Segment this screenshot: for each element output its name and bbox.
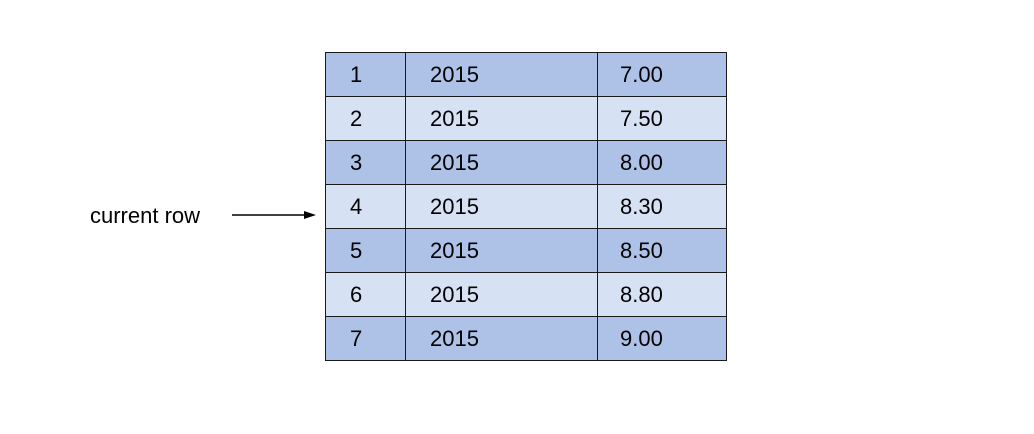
- table-row: 2 2015 7.50: [325, 96, 727, 141]
- row-id-cell: 7: [325, 316, 406, 361]
- value-cell: 8.00: [597, 140, 727, 185]
- table-row-current: 4 2015 8.30: [325, 184, 727, 229]
- row-id-cell: 3: [325, 140, 406, 185]
- table-row: 6 2015 8.80: [325, 272, 727, 317]
- value-cell: 8.50: [597, 228, 727, 273]
- pointer-arrow: [232, 211, 316, 219]
- value-cell: 8.80: [597, 272, 727, 317]
- year-cell: 2015: [405, 184, 598, 229]
- table-row: 7 2015 9.00: [325, 316, 727, 361]
- row-id-cell: 2: [325, 96, 406, 141]
- value-cell: 7.50: [597, 96, 727, 141]
- pointer-label: current row: [90, 203, 201, 228]
- year-cell: 2015: [405, 96, 598, 141]
- year-cell: 2015: [405, 140, 598, 185]
- year-cell: 2015: [405, 272, 598, 317]
- value-cell: 8.30: [597, 184, 727, 229]
- table-row: 1 2015 7.00: [325, 52, 727, 97]
- table-row: 3 2015 8.00: [325, 140, 727, 185]
- year-cell: 2015: [405, 316, 598, 361]
- row-id-cell: 4: [325, 184, 406, 229]
- value-cell: 7.00: [597, 52, 727, 97]
- row-id-cell: 5: [325, 228, 406, 273]
- data-table: 1 2015 7.00 2 2015 7.50 3 2015 8.00 4 20…: [325, 52, 727, 361]
- value-cell: 9.00: [597, 316, 727, 361]
- table-row: 5 2015 8.50: [325, 228, 727, 273]
- row-id-cell: 1: [325, 52, 406, 97]
- row-id-cell: 6: [325, 272, 406, 317]
- year-cell: 2015: [405, 228, 598, 273]
- year-cell: 2015: [405, 52, 598, 97]
